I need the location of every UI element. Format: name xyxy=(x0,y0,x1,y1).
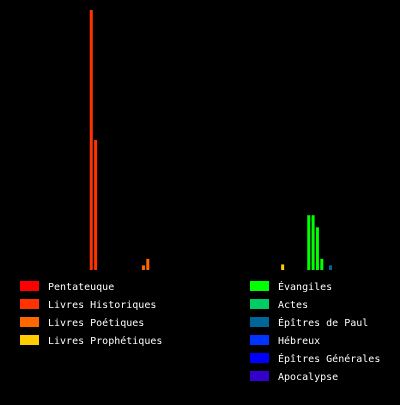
legend-swatch-9 xyxy=(250,371,269,381)
bar-4-0 xyxy=(307,215,311,270)
legend-label-3: Livres Prophétiques xyxy=(48,335,162,347)
bar-4-3 xyxy=(320,258,324,270)
legend-label-1: Livres Historiques xyxy=(48,300,156,311)
bar-3-27 xyxy=(281,264,285,270)
legend-swatch-0 xyxy=(20,281,39,291)
bar-6-0 xyxy=(329,265,332,270)
legend-label-4: Évangiles xyxy=(278,280,332,293)
bars-group xyxy=(89,10,332,270)
legend-swatch-5 xyxy=(250,299,269,309)
legend-swatch-4 xyxy=(250,281,269,291)
legend-swatch-7 xyxy=(250,335,269,345)
legend-label-6: Épîtres de Paul xyxy=(278,316,368,329)
legend-label-0: Pentateuque xyxy=(48,282,114,293)
legend-label-2: Livres Poétiques xyxy=(48,317,144,329)
bar-2-1 xyxy=(146,258,150,270)
legend-swatch-6 xyxy=(250,317,269,327)
legend-swatch-8 xyxy=(250,353,269,363)
legend-label-7: Hébreux xyxy=(278,335,320,347)
legend: Pentateuque Livres Historiques Livres Poét… xyxy=(20,280,380,383)
legend-swatch-2 xyxy=(20,317,39,327)
bar-4-2 xyxy=(315,227,319,270)
bar-1-1 xyxy=(94,140,98,270)
legend-label-8: Épîtres Générales xyxy=(278,352,380,365)
bar-1-0 xyxy=(89,10,93,270)
legend-swatch-3 xyxy=(20,335,39,345)
legend-label-5: Actes xyxy=(278,300,308,311)
legend-swatch-1 xyxy=(20,299,39,309)
bar-2-0 xyxy=(141,265,145,270)
legend-label-9: Apocalypse xyxy=(278,372,338,383)
bar-4-1 xyxy=(311,215,315,270)
